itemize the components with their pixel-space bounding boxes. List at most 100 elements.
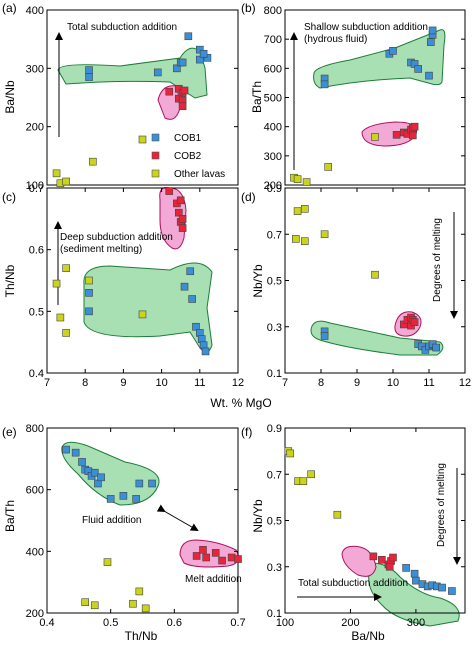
x-tick-label: 8 — [318, 377, 324, 389]
legend-label: COB2 — [174, 151, 202, 162]
y-tick-label: 200 — [264, 180, 282, 192]
y-tick-label: 800 — [26, 423, 44, 435]
data-point-cob2 — [211, 549, 220, 557]
x-tick-label: 9 — [120, 377, 126, 389]
y-axis-label: Ba/Th — [250, 81, 264, 113]
data-point-cob2 — [178, 224, 187, 232]
data-point-other-lavas — [300, 237, 309, 245]
y-tick-label: 0.9 — [267, 423, 282, 435]
data-point-other-lavas — [62, 264, 70, 272]
x-axis-label: Ba/Nb — [351, 629, 385, 643]
data-point-cob1 — [414, 65, 423, 73]
data-point-other-lavas — [333, 510, 342, 519]
y-tick-label: 0.5 — [267, 276, 282, 288]
data-point-other-lavas — [307, 470, 315, 479]
data-point-other-lavas — [138, 135, 147, 144]
annotation: Deep subduction addition — [60, 232, 173, 243]
data-point-other-lavas — [52, 279, 61, 288]
data-point-cob1 — [448, 587, 456, 595]
data-point-cob2 — [392, 131, 401, 139]
field-green — [313, 29, 446, 89]
x-tick-label: 300 — [407, 617, 425, 629]
y-tick-label: 0.7 — [267, 469, 282, 481]
data-point-cob2 — [410, 122, 419, 131]
y-tick-label: 700 — [264, 34, 282, 46]
y-tick-label: 400 — [264, 122, 282, 134]
annotation: Fluid addition — [82, 515, 141, 526]
panel-label: (f) — [241, 425, 252, 439]
data-point-cob1 — [428, 26, 437, 35]
annotation: Total subduction addition — [298, 578, 408, 589]
y-tick-label: 0.1 — [267, 608, 282, 620]
plot-frame — [46, 9, 239, 186]
y-tick-label: 500 — [264, 93, 282, 105]
x-tick-label: 10 — [155, 377, 167, 389]
panel-d: (d) Nb/Yb Degrees of melting 0.1 0.3 0.5 0.… — [241, 183, 471, 389]
panel-label: (b) — [241, 1, 256, 15]
data-point-cob1 — [199, 49, 208, 58]
data-point-other-lavas — [52, 169, 61, 178]
y-tick-label: 100 — [26, 180, 44, 192]
data-point-cob1 — [412, 576, 420, 585]
data-point-cob1 — [186, 267, 195, 276]
x-tick-label: 11 — [194, 377, 205, 389]
panel-label: (d) — [241, 190, 256, 204]
y-tick-label: 200 — [26, 122, 44, 134]
legend-marker-cob1 — [151, 133, 160, 142]
data-point-other-lavas — [56, 313, 65, 322]
x-tick-label: 11 — [423, 377, 434, 389]
annotation: Shallow subduction addition — [304, 22, 428, 33]
data-point-cob1 — [389, 47, 397, 55]
data-point-other-lavas — [324, 163, 333, 171]
y-tick-label: 800 — [264, 5, 282, 17]
y-tick-label: 600 — [264, 63, 282, 75]
x-axis-label: Th/Nb — [125, 629, 158, 643]
legend-label: Other lavas — [174, 169, 225, 180]
x-axis-label: Wt. % MgO — [210, 396, 271, 410]
data-point-cob2 — [369, 552, 378, 561]
x-tick-label: 0.7 — [230, 617, 245, 629]
x-tick-label: 12 — [459, 377, 471, 389]
data-point-cob1 — [320, 80, 329, 89]
data-point-cob2 — [165, 87, 174, 96]
data-point-other-lavas — [138, 310, 147, 319]
data-point-cob1 — [425, 71, 433, 80]
data-point-other-lavas — [90, 601, 99, 610]
data-point-cob1 — [85, 289, 93, 297]
data-point-cob2 — [408, 131, 417, 140]
y-tick-label: 300 — [26, 63, 44, 75]
field-pink — [179, 539, 240, 568]
field-green — [368, 562, 460, 627]
data-point-other-lavas — [85, 276, 93, 285]
data-point-cob1 — [196, 55, 204, 64]
x-tick-label: 9 — [354, 377, 360, 389]
data-point-cob1 — [196, 45, 204, 54]
data-point-other-lavas — [103, 558, 112, 566]
panel-c: (c) Th/Nb Deep subduction addition (sedi… — [2, 183, 244, 389]
data-point-cob2 — [174, 208, 183, 217]
data-point-cob2 — [389, 553, 397, 562]
data-point-cob1 — [85, 66, 93, 74]
data-point-cob1 — [180, 282, 189, 291]
field-pink — [341, 545, 377, 577]
data-point-cob1 — [410, 569, 419, 578]
data-point-other-lavas — [291, 235, 300, 243]
data-point-cob1 — [173, 64, 181, 73]
trend-arrow — [297, 468, 461, 601]
data-point-other-lavas — [371, 133, 379, 141]
x-tick-label: 200 — [341, 617, 359, 629]
y-tick-label: 0.5 — [267, 516, 282, 528]
y-tick-label: 0.1 — [267, 368, 282, 380]
data-point-cob1 — [178, 58, 187, 67]
data-point-cob2 — [227, 553, 236, 562]
y-tick-label: 0.7 — [267, 229, 282, 241]
data-point-cob1 — [78, 458, 86, 466]
data-point-cob1 — [438, 583, 446, 592]
data-point-cob2 — [218, 556, 226, 565]
data-point-other-lavas — [129, 599, 137, 608]
data-point-cob2 — [202, 553, 210, 562]
field-green — [61, 441, 160, 506]
data-point-cob1 — [426, 38, 435, 46]
legend-label: COB1 — [174, 133, 202, 144]
panel-b: (b) Ba/Th Shallow subduction addition (h… — [241, 1, 466, 192]
